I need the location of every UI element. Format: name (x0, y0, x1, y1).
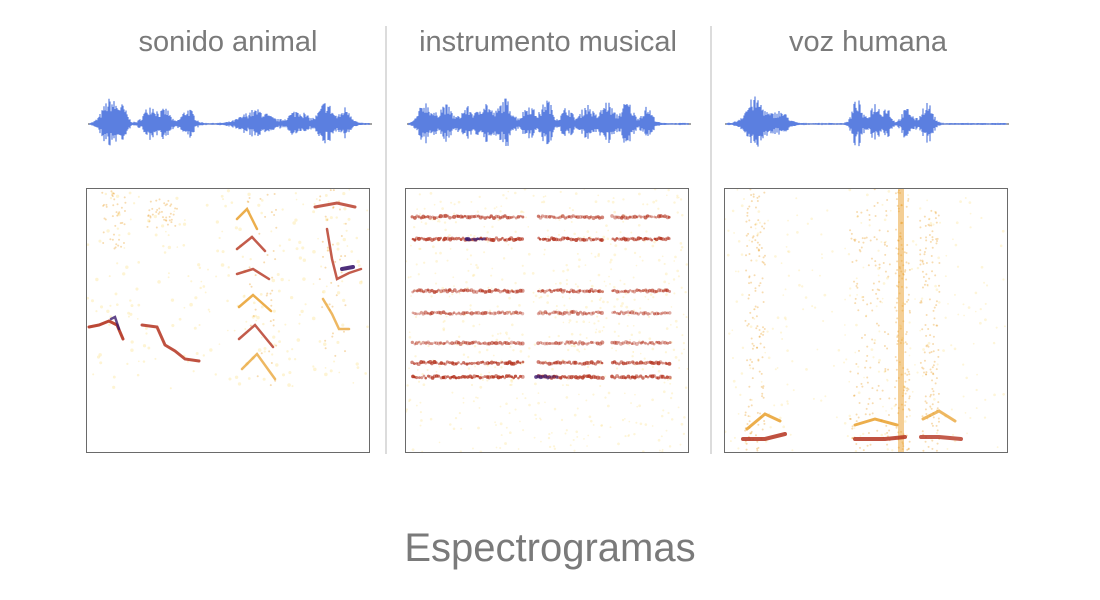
waveform-animal (88, 98, 372, 146)
panel-divider-right (710, 26, 712, 454)
waveform-instrument (407, 98, 691, 146)
waveform-voice (725, 96, 1009, 147)
spectrogram-animal (86, 188, 370, 453)
panel-divider-left (385, 26, 387, 454)
panel-title-voice: voz humana (789, 26, 947, 58)
panel-title-instrument: instrumento musical (419, 26, 677, 58)
spectrogram-voice (724, 188, 1008, 453)
figure-title: Espectrogramas (404, 526, 696, 570)
panel-title-animal: sonido animal (138, 26, 318, 58)
spectrogram-instrument (405, 188, 689, 453)
